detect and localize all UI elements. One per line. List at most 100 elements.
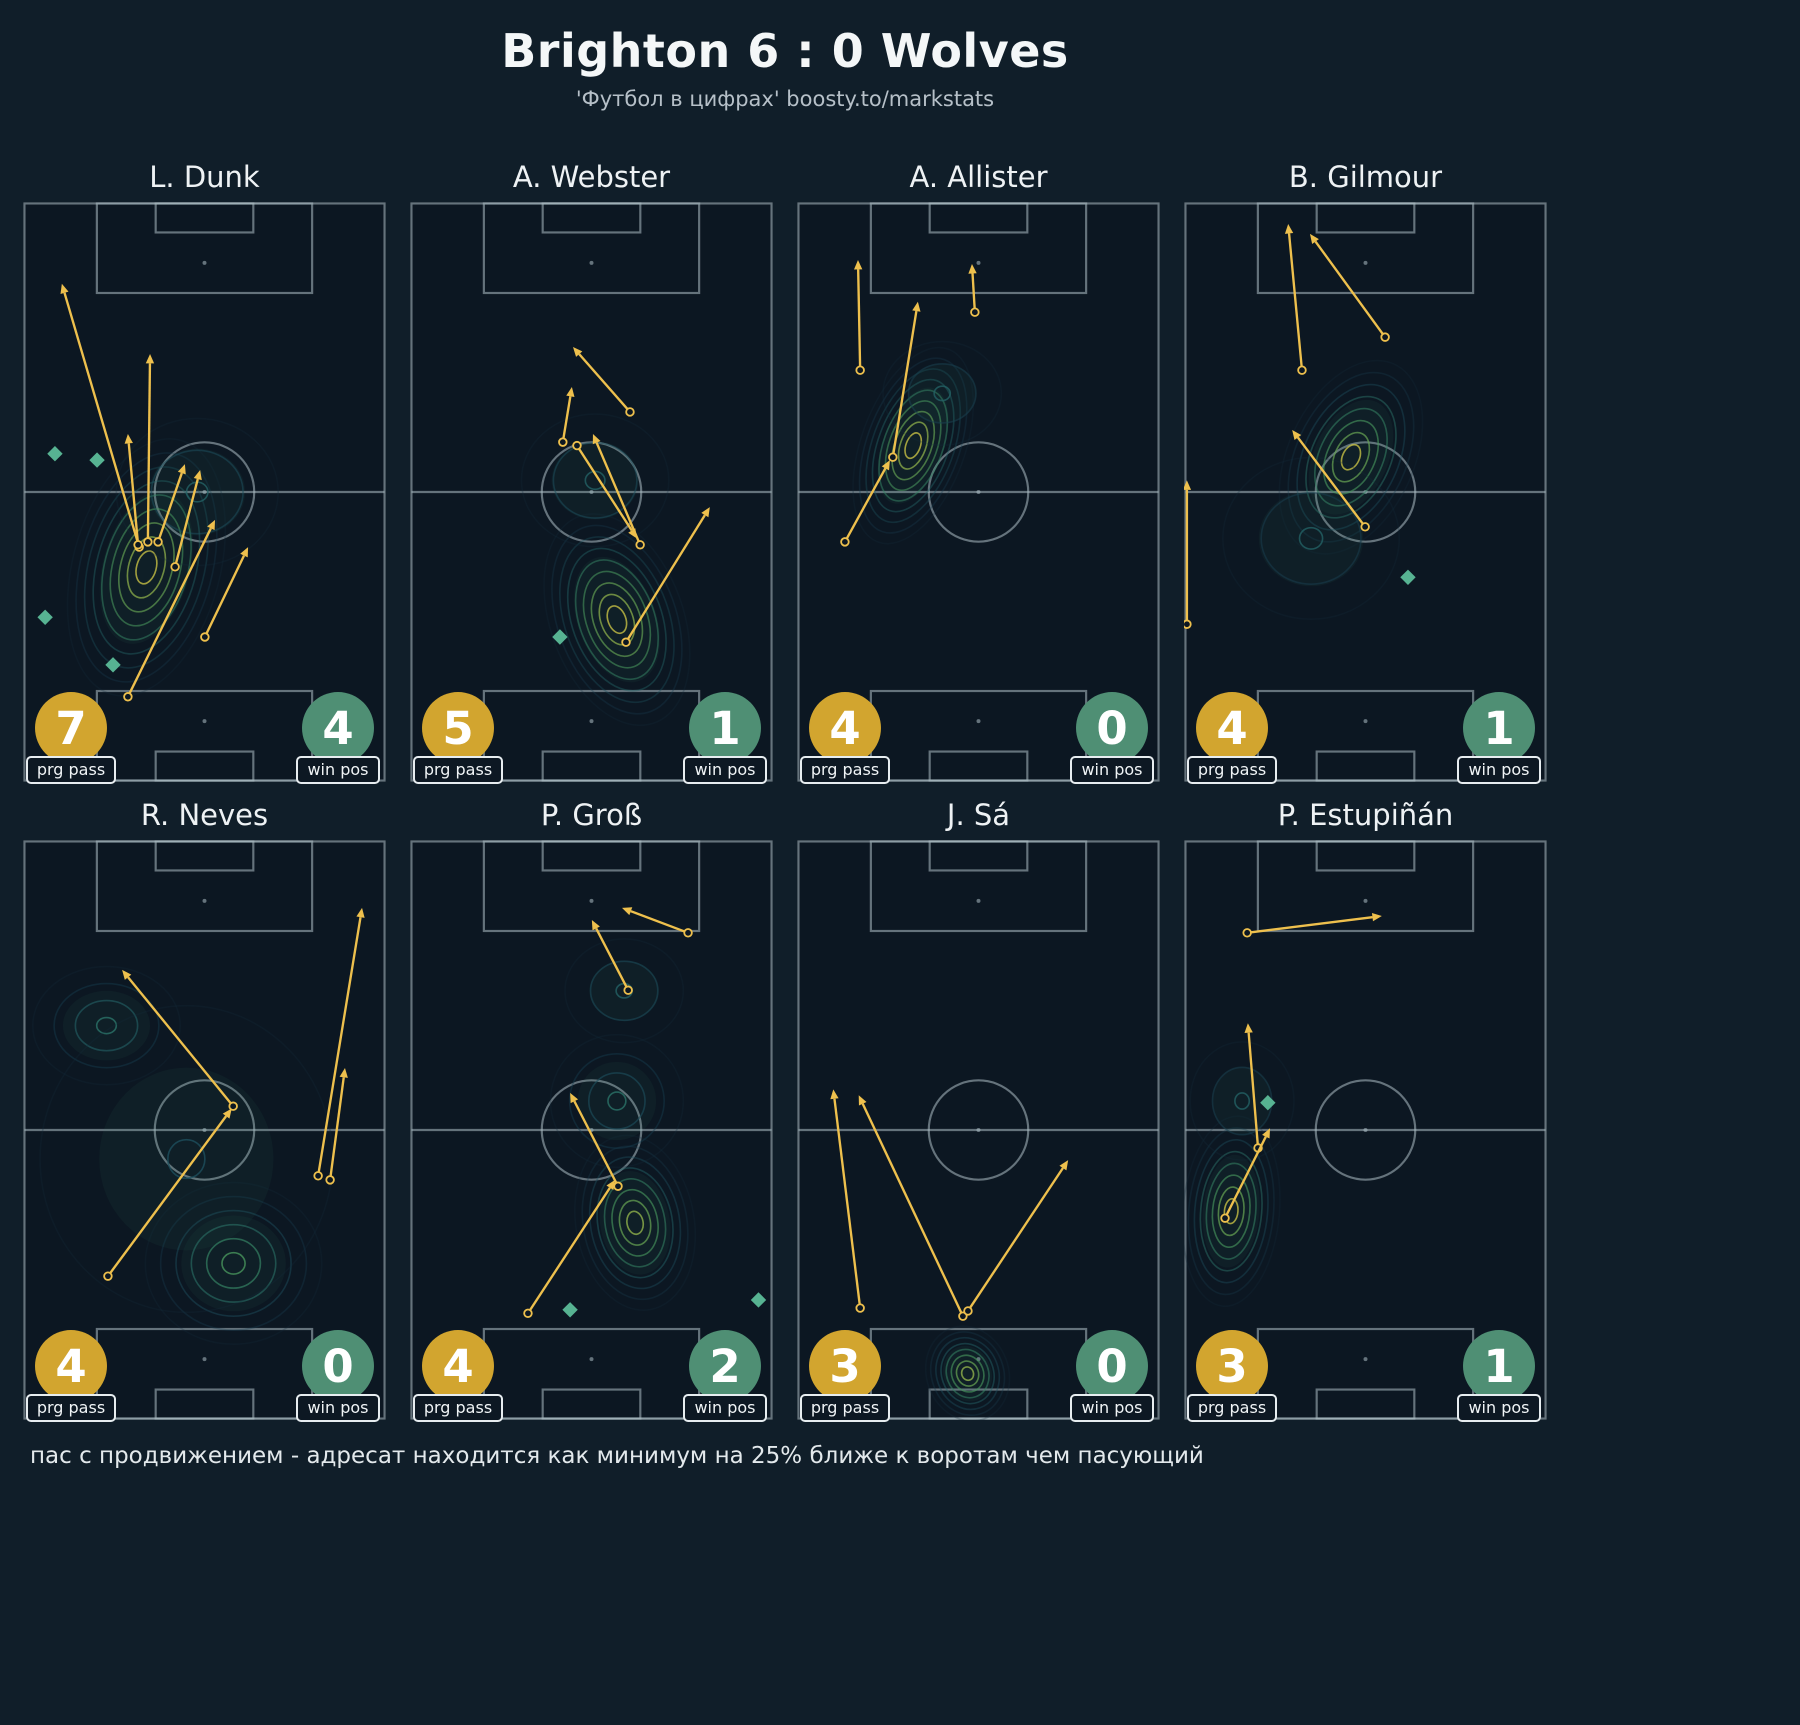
- pass-arrowhead: [606, 1179, 616, 1191]
- win-possession-diamond: [562, 1302, 578, 1318]
- pass-origin-marker: [613, 1181, 623, 1191]
- pass-origin-marker: [1220, 1213, 1230, 1223]
- pitch-chart: [1184, 202, 1547, 782]
- player-name: B. Gilmour: [1288, 160, 1443, 194]
- pass-arrows: [1184, 224, 1390, 629]
- prg-pass-badge: 5 prg pass: [412, 692, 504, 784]
- player-name: L. Dunk: [149, 160, 260, 194]
- pass-origin-marker: [325, 1175, 335, 1185]
- pass-origin-marker: [228, 1101, 238, 1111]
- pass-origin-marker: [1242, 928, 1252, 938]
- pass-origin-marker: [623, 985, 633, 995]
- heatmap-layer: [852, 340, 1003, 545]
- pitch-chart: [23, 202, 386, 782]
- pass-arrowhead: [1284, 224, 1294, 234]
- pass-arrowhead: [830, 1089, 839, 1100]
- match-title: Brighton 6 : 0 Wolves: [501, 24, 1069, 78]
- prg-pass-count: 4: [35, 1330, 107, 1402]
- prg-pass-count: 3: [1196, 1330, 1268, 1402]
- pass-arrowhead: [853, 260, 863, 270]
- prg-pass-label: prg pass: [799, 756, 891, 784]
- win-pos-label: win pos: [683, 756, 767, 784]
- win-pos-badge: 1 win pos: [1453, 1330, 1545, 1422]
- win-pos-badge: 1 win pos: [1453, 692, 1545, 784]
- prg-pass-badge: 4 prg pass: [412, 1330, 504, 1422]
- pass-arrowhead: [1262, 1128, 1271, 1139]
- prg-pass-count: 4: [422, 1330, 494, 1402]
- prg-pass-count: 5: [422, 692, 494, 764]
- pitch: 4 prg pass 2 win pos: [410, 840, 773, 1422]
- pitch: 3 prg pass 1 win pos: [1184, 840, 1547, 1422]
- win-possession-diamond: [1400, 569, 1416, 585]
- prg-pass-count: 7: [35, 692, 107, 764]
- player-name: J. Sá: [946, 798, 1011, 832]
- pass-arrows: [103, 907, 365, 1281]
- prg-pass-count: 4: [1196, 692, 1268, 764]
- pass-arrowhead: [621, 907, 633, 916]
- pass-arrowhead: [1292, 429, 1302, 440]
- win-pos-label: win pos: [296, 1394, 380, 1422]
- pass-origin-marker: [635, 540, 645, 550]
- pass-origin-marker: [103, 1271, 113, 1281]
- pass-arrows: [60, 283, 249, 702]
- pass-arrowhead: [356, 907, 365, 918]
- heatmap-layer: [520, 413, 691, 727]
- win-pos-badge: 1 win pos: [679, 692, 771, 784]
- pass-origin-marker: [1380, 332, 1390, 342]
- win-pos-count: 0: [1076, 692, 1148, 764]
- pass-origin-marker: [153, 537, 163, 547]
- heatmap-layer: [1222, 359, 1424, 621]
- pass-origin-marker: [558, 437, 568, 447]
- prg-pass-label: prg pass: [412, 756, 504, 784]
- footer-note: пас с продвижением - адресат находится к…: [30, 1443, 1204, 1469]
- win-pos-badge: 4 win pos: [292, 692, 384, 784]
- win-pos-count: 1: [689, 692, 761, 764]
- prg-pass-count: 4: [809, 692, 881, 764]
- player-name: A. Allister: [909, 160, 1048, 194]
- win-possession-diamond: [47, 446, 63, 462]
- heatmap-layer: [66, 417, 280, 697]
- player-name: R. Neves: [140, 798, 269, 832]
- pass-arrowhead: [240, 547, 249, 558]
- win-pos-count: 1: [1463, 692, 1535, 764]
- pass-arrowhead: [1371, 913, 1382, 922]
- pitch-chart: [410, 202, 773, 782]
- player-panel: A. Allister 4 prg pass 0 win pos: [797, 160, 1160, 784]
- pass-origin-marker: [523, 1308, 533, 1318]
- pass-arrows: [1220, 913, 1382, 1223]
- pitch: 5 prg pass 1 win pos: [410, 202, 773, 784]
- pass-arrowhead: [60, 283, 69, 294]
- pass-arrowhead: [207, 519, 216, 531]
- pass-arrowhead: [1059, 1160, 1069, 1171]
- pass-origin-marker: [123, 692, 133, 702]
- pass-arrowhead: [701, 507, 710, 518]
- pass-arrowhead: [124, 434, 133, 444]
- player-panel: A. Webster 5 prg pass 1 win pos: [410, 160, 773, 784]
- heatmap-layer: [1184, 1041, 1295, 1308]
- win-pos-count: 0: [1076, 1330, 1148, 1402]
- pass-arrowhead: [1309, 233, 1319, 244]
- pass-origin-marker: [888, 452, 898, 462]
- prg-pass-badge: 4 prg pass: [25, 1330, 117, 1422]
- pass-arrowhead: [339, 1067, 348, 1078]
- prg-pass-label: prg pass: [1186, 1394, 1278, 1422]
- pass-arrowhead: [566, 387, 575, 397]
- player-panel: L. Dunk 7 prg pass 4 win pos: [23, 160, 386, 784]
- prg-pass-label: prg pass: [25, 756, 117, 784]
- pass-origin-marker: [970, 307, 980, 317]
- player-panel: R. Neves 4 prg pass 0 win pos: [23, 798, 386, 1422]
- prg-pass-badge: 4 prg pass: [799, 692, 891, 784]
- pitch-lines: [410, 840, 773, 1420]
- win-pos-label: win pos: [683, 1394, 767, 1422]
- pass-origin-marker: [621, 637, 631, 647]
- player-panel: P. Groß 4 prg pass 2 win pos: [410, 798, 773, 1422]
- win-pos-label: win pos: [1070, 1394, 1154, 1422]
- pass-arrowhead: [177, 464, 186, 475]
- win-pos-label: win pos: [1457, 756, 1541, 784]
- prg-pass-label: prg pass: [1186, 756, 1278, 784]
- win-pos-count: 0: [302, 1330, 374, 1402]
- pass-origin-marker: [1297, 365, 1307, 375]
- pass-origin-marker: [625, 407, 635, 417]
- pass-arrowhead: [591, 920, 600, 931]
